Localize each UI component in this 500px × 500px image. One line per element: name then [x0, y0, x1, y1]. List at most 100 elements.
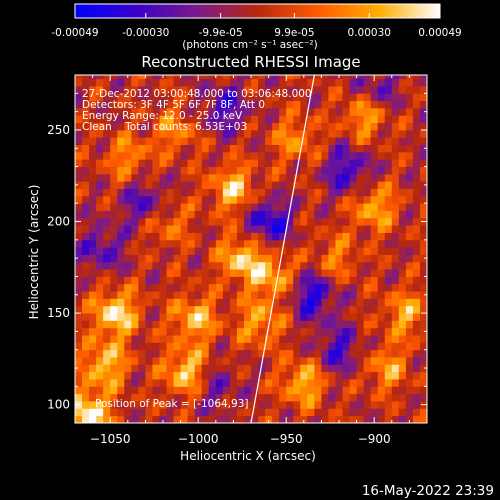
heatmap-cell	[131, 379, 139, 387]
heatmap-cell	[131, 144, 139, 153]
heatmap-cell	[363, 137, 372, 145]
heatmap-cell	[166, 100, 174, 109]
heatmap-cell	[236, 291, 245, 299]
heatmap-cell	[194, 107, 203, 116]
heatmap-cell	[222, 313, 231, 321]
heatmap-cell	[314, 188, 322, 197]
heatmap-cell	[300, 232, 308, 241]
heatmap-cell	[82, 276, 90, 285]
heatmap-cell	[356, 137, 365, 145]
heatmap-cell	[405, 254, 414, 263]
heatmap-cell	[370, 203, 379, 211]
heatmap-cell	[419, 166, 427, 175]
heatmap-cell	[159, 401, 167, 409]
heatmap-cell	[222, 75, 231, 80]
heatmap-cell	[391, 291, 400, 299]
heatmap-cell	[286, 298, 294, 307]
heatmap-cell	[265, 261, 273, 270]
heatmap-cell	[286, 129, 294, 138]
heatmap-cell	[138, 357, 146, 365]
heatmap-cell	[152, 93, 160, 102]
heatmap-cell	[229, 291, 238, 299]
heatmap-cell	[131, 159, 139, 167]
heatmap-cell	[328, 203, 336, 211]
heatmap-cell	[82, 75, 90, 80]
heatmap-cell	[229, 203, 238, 211]
heatmap-cell	[412, 181, 421, 189]
heatmap-cell	[370, 408, 379, 417]
heatmap-cell	[314, 386, 322, 395]
heatmap-cell	[377, 393, 386, 402]
heatmap-cell	[279, 217, 287, 226]
heatmap-cell	[75, 239, 83, 248]
heatmap-cell	[75, 379, 83, 387]
heatmap-cell	[307, 393, 315, 402]
heatmap-cell	[145, 254, 153, 263]
heatmap-cell	[243, 129, 252, 138]
heatmap-cell	[265, 371, 273, 380]
heatmap-cell	[349, 78, 357, 87]
heatmap-cell	[307, 364, 315, 373]
heatmap-cell	[328, 305, 336, 314]
heatmap-cell	[258, 232, 266, 241]
heatmap-cell	[419, 261, 427, 270]
heatmap-cell	[110, 364, 118, 373]
heatmap-cell	[243, 254, 252, 263]
heatmap-cell	[229, 78, 238, 87]
heatmap-cell	[314, 203, 322, 211]
heatmap-cell	[215, 342, 224, 351]
heatmap-cell	[300, 144, 308, 153]
heatmap-cell	[391, 408, 400, 417]
heatmap-cell	[405, 393, 414, 402]
heatmap-cell	[307, 144, 315, 153]
heatmap-cell	[265, 342, 273, 351]
heatmap-cell	[293, 203, 301, 211]
heatmap-cell	[89, 122, 97, 131]
heatmap-cell	[180, 276, 189, 285]
heatmap-cell	[117, 364, 125, 373]
heatmap-cell	[166, 254, 174, 263]
heatmap-cell	[187, 335, 196, 343]
heatmap-cell	[321, 320, 329, 329]
heatmap-cell	[328, 232, 336, 241]
heatmap-cell	[328, 269, 336, 277]
heatmap-cell	[89, 291, 97, 299]
heatmap-cell	[110, 137, 118, 145]
heatmap-cell	[173, 276, 181, 285]
heatmap-cell	[138, 283, 146, 292]
heatmap-cell	[265, 349, 273, 358]
heatmap-cell	[75, 364, 83, 373]
heatmap-cell	[321, 371, 329, 380]
heatmap-cell	[307, 371, 315, 380]
heatmap-cell	[412, 115, 421, 124]
heatmap-cell	[222, 129, 231, 138]
heatmap-cell	[384, 239, 393, 248]
heatmap-cell	[328, 195, 336, 204]
heatmap-cell	[405, 85, 414, 94]
heatmap-cell	[377, 225, 386, 233]
heatmap-cell	[335, 137, 343, 145]
heatmap-cell	[75, 335, 83, 343]
heatmap-cell	[173, 357, 181, 365]
heatmap-cell	[166, 371, 174, 380]
heatmap-cell	[370, 357, 379, 365]
heatmap-cell	[124, 349, 132, 358]
heatmap-cell	[159, 291, 167, 299]
heatmap-cell	[166, 415, 174, 423]
heatmap-cell	[201, 75, 210, 80]
heatmap-cell	[314, 254, 322, 263]
heatmap-cell	[145, 357, 153, 365]
heatmap-cell	[208, 254, 217, 263]
heatmap-cell	[314, 283, 322, 292]
heatmap-cell	[96, 349, 104, 358]
heatmap-cell	[236, 166, 245, 175]
heatmap-cell	[405, 195, 414, 204]
heatmap-cell	[258, 393, 266, 402]
heatmap-cell	[307, 217, 315, 226]
heatmap-cell	[391, 393, 400, 402]
heatmap-cell	[222, 305, 231, 314]
heatmap-cell	[145, 93, 153, 102]
heatmap-cell	[335, 122, 343, 131]
heatmap-cell	[258, 129, 266, 138]
heatmap-cell	[117, 247, 125, 255]
